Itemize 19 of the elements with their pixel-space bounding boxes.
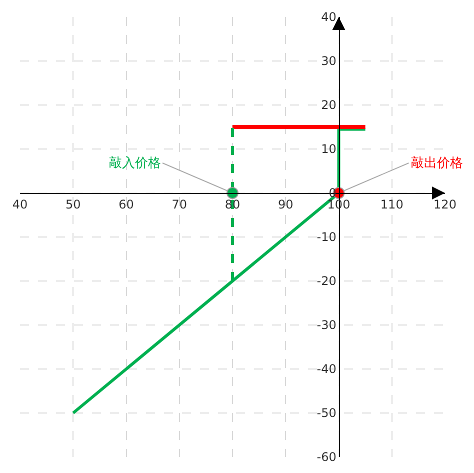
y-tick-label: 20 — [321, 98, 336, 112]
y-tick-label: 40 — [321, 10, 336, 24]
x-tick-label: 70 — [172, 197, 188, 212]
x-tick-label: 110 — [380, 197, 404, 212]
x-tick-label: 90 — [278, 197, 294, 212]
y-tick-label: -30 — [316, 318, 336, 332]
annotation: 敲出价格 — [411, 156, 463, 171]
y-tick-label: 30 — [321, 54, 336, 68]
y-tick-label: -60 — [316, 450, 336, 464]
x-tick-label: 40 — [12, 197, 28, 212]
y-tick-label: -50 — [316, 406, 336, 420]
x-tick-label: 50 — [65, 197, 81, 212]
x-tick-label: 120 — [434, 197, 456, 212]
y-tick-label: -40 — [316, 362, 336, 376]
y-tick-label: -20 — [316, 274, 336, 288]
y-tick-label: -10 — [316, 230, 336, 244]
annotation: 敲入价格 — [109, 156, 161, 171]
y-tick-label: 10 — [321, 142, 336, 156]
x-tick-label: 60 — [118, 197, 134, 212]
